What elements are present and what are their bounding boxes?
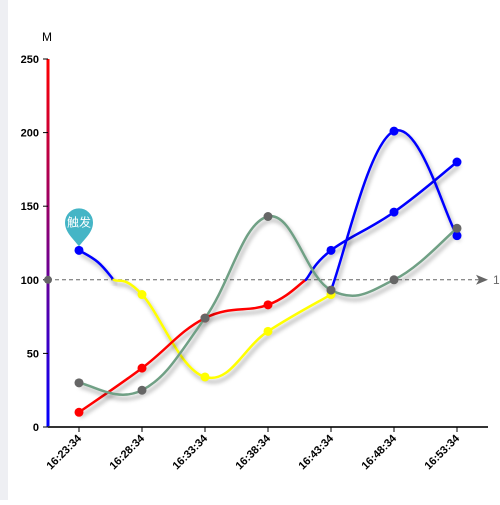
mark-line-arrow bbox=[476, 274, 488, 285]
data-point bbox=[263, 326, 273, 336]
data-point bbox=[452, 231, 462, 241]
y-axis-line bbox=[46, 59, 50, 427]
y-tick-label: 50 bbox=[27, 348, 39, 360]
mark-line-start-dot bbox=[44, 275, 52, 284]
series-line-2 bbox=[77, 278, 308, 414]
x-tick-label: 16:23:34 bbox=[44, 432, 84, 472]
data-point bbox=[263, 300, 273, 310]
data-point bbox=[326, 285, 336, 295]
y-axis-unit-label: M bbox=[42, 30, 52, 44]
data-point bbox=[263, 212, 273, 222]
mark-point-label: 触发 bbox=[67, 214, 91, 229]
axes-layer: M 0 50 100 150 200 250 16:23:34 16:28:34 16:33:34… bbox=[21, 30, 488, 472]
data-point bbox=[137, 363, 147, 373]
y-tick-label: 100 bbox=[21, 275, 39, 287]
left-panel-strip bbox=[0, 0, 8, 500]
x-tick-label: 16:28:34 bbox=[107, 432, 147, 472]
mark-line-label: 1 bbox=[493, 273, 500, 287]
y-tick-label: 200 bbox=[21, 128, 39, 140]
data-point bbox=[326, 245, 336, 255]
data-point bbox=[137, 290, 147, 300]
data-points-layer bbox=[74, 126, 462, 417]
x-tick-label: 16:33:34 bbox=[170, 432, 210, 472]
data-point bbox=[452, 223, 462, 233]
y-tick-label: 0 bbox=[33, 422, 39, 434]
data-point bbox=[452, 157, 462, 167]
mark-point-pin bbox=[65, 208, 93, 247]
series-lines-layer bbox=[77, 129, 459, 414]
x-tick-label: 16:48:34 bbox=[359, 432, 399, 472]
data-point bbox=[74, 378, 84, 388]
series-line-0 bbox=[77, 249, 115, 282]
series-line-3 bbox=[304, 160, 459, 282]
data-point bbox=[200, 313, 210, 323]
data-point bbox=[74, 407, 84, 417]
data-point bbox=[74, 245, 84, 255]
y-tick-label: 150 bbox=[21, 201, 39, 213]
data-point bbox=[200, 372, 210, 382]
mark-point-layer: 触发 bbox=[65, 208, 93, 247]
x-tick-label: 16:53:34 bbox=[422, 432, 462, 472]
data-point bbox=[389, 126, 399, 136]
data-point bbox=[389, 275, 399, 285]
data-point bbox=[137, 385, 147, 395]
y-tick-label: 250 bbox=[21, 54, 39, 66]
data-point bbox=[389, 207, 399, 217]
x-tick-label: 16:43:34 bbox=[296, 432, 336, 472]
x-tick-label: 16:38:34 bbox=[233, 432, 273, 472]
